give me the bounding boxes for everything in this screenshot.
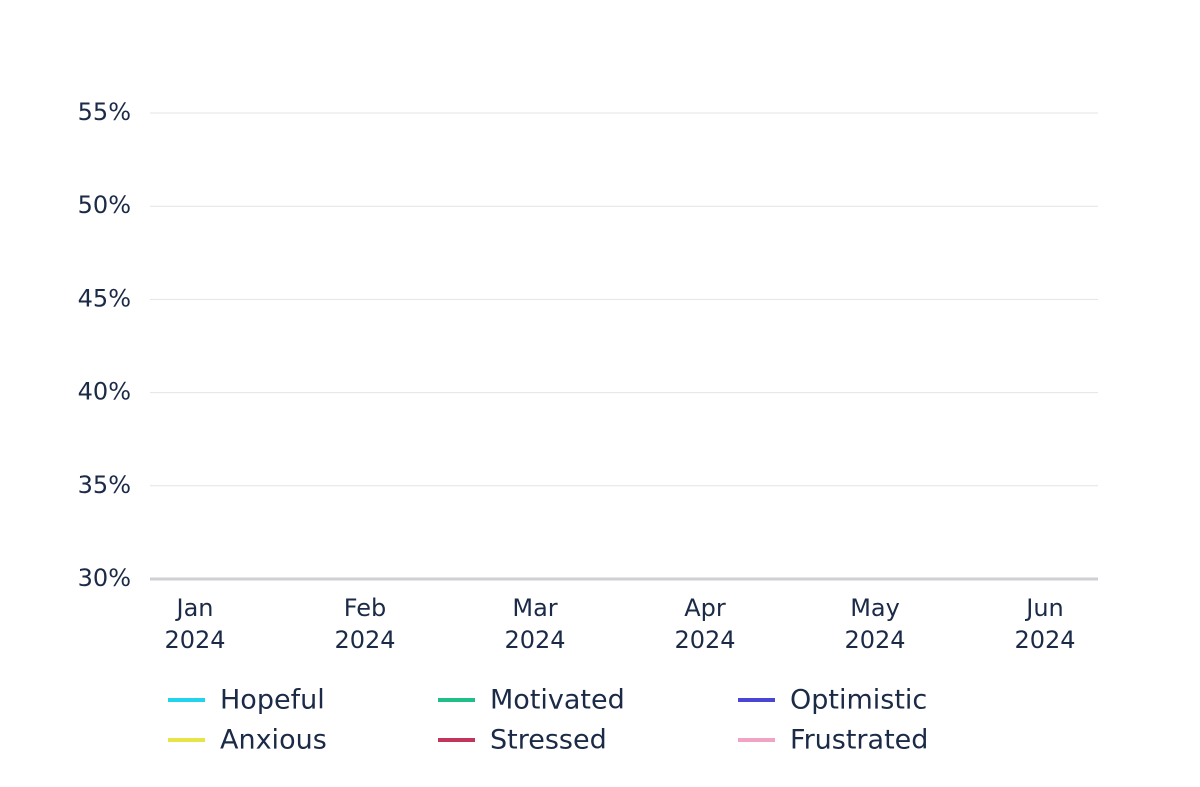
legend-label: Stressed	[490, 725, 607, 756]
legend-label: Motivated	[490, 685, 625, 716]
x-tick-label: Apr 2024	[674, 594, 735, 654]
x-tick-label: Mar 2024	[504, 594, 565, 654]
x-tick-label: Feb 2024	[334, 594, 395, 654]
legend-label: Optimistic	[790, 685, 927, 716]
y-tick-label: 35%	[78, 471, 131, 499]
x-tick-label: Jan 2024	[164, 594, 225, 654]
y-tick-label: 55%	[78, 98, 131, 126]
legend-label: Anxious	[220, 725, 327, 756]
y-tick-label: 30%	[78, 564, 131, 592]
y-tick-label: 45%	[78, 284, 131, 312]
y-tick-label: 40%	[78, 378, 131, 406]
x-tick-label: Jun 2024	[1014, 594, 1075, 654]
legend-label: Frustrated	[790, 725, 928, 756]
legend-label: Hopeful	[220, 685, 325, 716]
x-tick-label: May 2024	[844, 594, 905, 654]
y-tick-label: 50%	[78, 191, 131, 219]
